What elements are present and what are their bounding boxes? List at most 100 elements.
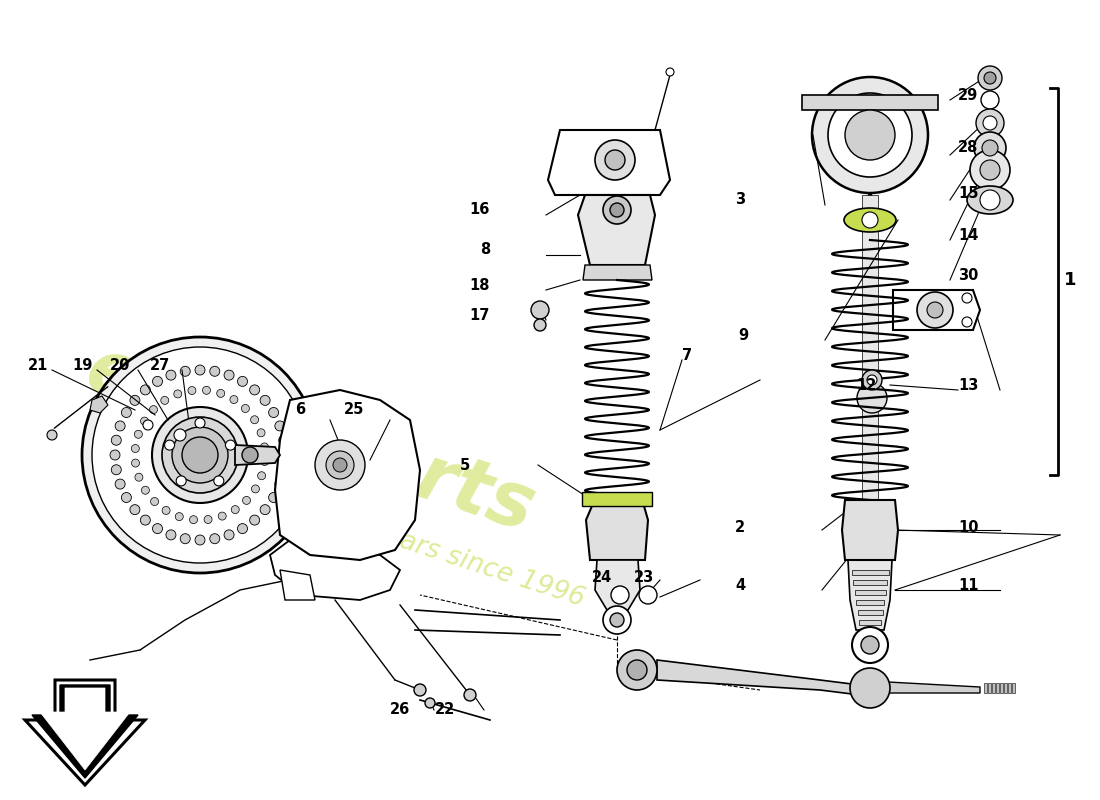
Circle shape bbox=[639, 586, 657, 604]
Text: 27: 27 bbox=[150, 358, 170, 373]
Circle shape bbox=[603, 606, 631, 634]
Circle shape bbox=[982, 140, 998, 156]
Text: 28: 28 bbox=[958, 141, 978, 155]
Polygon shape bbox=[280, 570, 315, 600]
Circle shape bbox=[531, 301, 549, 319]
Circle shape bbox=[980, 160, 1000, 180]
Circle shape bbox=[610, 613, 624, 627]
Circle shape bbox=[414, 684, 426, 696]
Polygon shape bbox=[586, 506, 648, 560]
Circle shape bbox=[257, 429, 265, 437]
Circle shape bbox=[134, 430, 142, 438]
Circle shape bbox=[213, 476, 223, 486]
Bar bbox=[859, 620, 881, 625]
Circle shape bbox=[161, 396, 168, 404]
Circle shape bbox=[116, 479, 125, 489]
Circle shape bbox=[176, 476, 186, 486]
Circle shape bbox=[162, 417, 238, 493]
Text: 10: 10 bbox=[958, 521, 979, 535]
Circle shape bbox=[260, 395, 271, 406]
Circle shape bbox=[202, 386, 210, 394]
Circle shape bbox=[153, 524, 163, 534]
Polygon shape bbox=[275, 390, 420, 560]
Text: 1: 1 bbox=[1064, 271, 1077, 289]
Circle shape bbox=[850, 668, 890, 708]
Circle shape bbox=[252, 485, 260, 493]
Polygon shape bbox=[583, 265, 652, 280]
Polygon shape bbox=[548, 130, 670, 195]
Text: 3: 3 bbox=[735, 193, 745, 207]
Polygon shape bbox=[888, 682, 980, 693]
Circle shape bbox=[852, 627, 888, 663]
Circle shape bbox=[180, 366, 190, 376]
Text: 19: 19 bbox=[72, 358, 92, 373]
Circle shape bbox=[188, 386, 196, 394]
Circle shape bbox=[189, 516, 198, 524]
Text: 24: 24 bbox=[592, 570, 613, 586]
Circle shape bbox=[962, 317, 972, 327]
Text: 16: 16 bbox=[470, 202, 490, 218]
Circle shape bbox=[250, 515, 260, 525]
Text: 22: 22 bbox=[434, 702, 455, 718]
Circle shape bbox=[257, 472, 265, 480]
Bar bbox=[856, 600, 884, 605]
Text: 14: 14 bbox=[958, 227, 978, 242]
Circle shape bbox=[195, 418, 205, 428]
Circle shape bbox=[152, 407, 248, 503]
Text: 12: 12 bbox=[856, 378, 877, 393]
Circle shape bbox=[82, 337, 318, 573]
Circle shape bbox=[242, 447, 258, 463]
Circle shape bbox=[230, 395, 238, 403]
Circle shape bbox=[231, 506, 240, 514]
Circle shape bbox=[425, 698, 435, 708]
Bar bbox=[1012, 683, 1015, 693]
Circle shape bbox=[610, 586, 629, 604]
Circle shape bbox=[980, 190, 1000, 210]
Circle shape bbox=[110, 450, 120, 460]
Circle shape bbox=[130, 505, 140, 514]
Bar bbox=[851, 570, 889, 575]
Circle shape bbox=[278, 465, 288, 474]
Circle shape bbox=[111, 435, 121, 446]
Text: 17: 17 bbox=[470, 307, 490, 322]
Polygon shape bbox=[90, 396, 108, 413]
Circle shape bbox=[333, 458, 346, 472]
Circle shape bbox=[238, 524, 248, 534]
Circle shape bbox=[141, 417, 149, 425]
Text: 8: 8 bbox=[480, 242, 490, 258]
Text: 29: 29 bbox=[958, 87, 978, 102]
Circle shape bbox=[268, 493, 278, 502]
Polygon shape bbox=[578, 195, 654, 265]
Text: 13: 13 bbox=[958, 378, 978, 393]
Text: 25: 25 bbox=[344, 402, 364, 418]
Circle shape bbox=[867, 375, 877, 385]
Circle shape bbox=[210, 534, 220, 544]
Circle shape bbox=[132, 459, 140, 467]
Bar bbox=[862, 195, 878, 505]
Circle shape bbox=[217, 390, 224, 398]
Circle shape bbox=[976, 109, 1004, 137]
Circle shape bbox=[153, 376, 163, 386]
Circle shape bbox=[275, 421, 285, 431]
Circle shape bbox=[242, 496, 251, 504]
Text: 4: 4 bbox=[735, 578, 745, 594]
Circle shape bbox=[534, 319, 546, 331]
Text: 5: 5 bbox=[460, 458, 470, 473]
Polygon shape bbox=[270, 540, 400, 600]
Bar bbox=[858, 610, 882, 615]
Circle shape bbox=[165, 440, 175, 450]
Polygon shape bbox=[40, 688, 130, 770]
Circle shape bbox=[151, 498, 158, 506]
Circle shape bbox=[182, 437, 218, 473]
Circle shape bbox=[241, 405, 250, 413]
Circle shape bbox=[278, 435, 288, 446]
Circle shape bbox=[927, 302, 943, 318]
Circle shape bbox=[326, 451, 354, 479]
Text: 15: 15 bbox=[958, 186, 979, 201]
Circle shape bbox=[195, 365, 205, 375]
Circle shape bbox=[268, 407, 278, 418]
Circle shape bbox=[180, 534, 190, 544]
Polygon shape bbox=[657, 660, 860, 695]
Circle shape bbox=[150, 406, 157, 414]
Circle shape bbox=[166, 370, 176, 380]
